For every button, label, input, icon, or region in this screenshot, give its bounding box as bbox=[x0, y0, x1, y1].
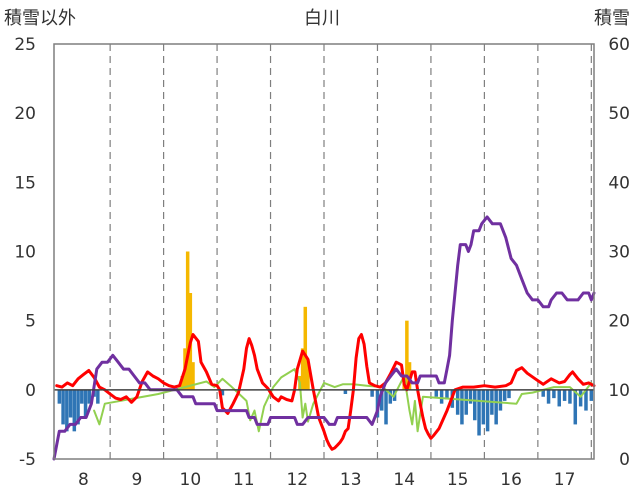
right-tick-label: 20 bbox=[608, 312, 630, 332]
bar bbox=[481, 389, 486, 425]
bar bbox=[568, 389, 572, 404]
bar bbox=[589, 389, 594, 401]
x-tick-label: 15 bbox=[447, 470, 469, 490]
x-axis: 8 9 10 11 12 13 14 15 16 17 bbox=[78, 470, 575, 490]
plot-frame bbox=[53, 43, 595, 460]
bar bbox=[379, 389, 384, 411]
left-tick-label: 0 bbox=[25, 381, 36, 401]
x-tick-label: 8 bbox=[78, 470, 89, 490]
right-tick-label: 40 bbox=[608, 173, 630, 193]
bar bbox=[185, 251, 190, 390]
bar bbox=[485, 389, 490, 432]
bar bbox=[68, 389, 73, 418]
bar bbox=[473, 389, 477, 421]
bar bbox=[557, 389, 561, 407]
bar bbox=[434, 389, 439, 397]
bar bbox=[306, 362, 310, 390]
grid-lines bbox=[109, 44, 592, 459]
right-tick-label: 30 bbox=[608, 243, 630, 263]
left-axis-title: 積雪以外 bbox=[4, 8, 76, 29]
bar bbox=[65, 389, 69, 432]
bar bbox=[573, 389, 578, 425]
x-tick-label: 11 bbox=[233, 470, 255, 490]
bar bbox=[303, 306, 308, 390]
bar bbox=[343, 389, 348, 394]
bar bbox=[72, 389, 77, 432]
series-line bbox=[55, 333, 596, 451]
chart-title: 白川 bbox=[304, 8, 340, 29]
bar bbox=[76, 389, 80, 425]
bar bbox=[87, 389, 92, 404]
series-line bbox=[52, 215, 596, 461]
right-axis: 0 10 20 30 40 50 60 bbox=[608, 35, 630, 470]
x-tick-label: 10 bbox=[180, 470, 202, 490]
left-tick-label: -5 bbox=[19, 450, 36, 470]
bar bbox=[455, 389, 460, 415]
bar bbox=[180, 376, 185, 390]
bar bbox=[220, 389, 225, 396]
line-series bbox=[52, 215, 596, 461]
x-tick-label: 14 bbox=[393, 470, 415, 490]
left-tick-label: 5 bbox=[25, 312, 36, 332]
x-tick-label: 13 bbox=[340, 470, 362, 490]
right-axis-title: 積雪 bbox=[594, 8, 630, 29]
bar bbox=[552, 389, 556, 399]
left-tick-label: 25 bbox=[14, 35, 36, 55]
bar bbox=[546, 389, 551, 404]
bar-series bbox=[57, 251, 594, 436]
bar bbox=[300, 348, 305, 390]
left-axis: -5 0 5 10 15 20 25 bbox=[14, 35, 36, 470]
bar bbox=[578, 389, 583, 407]
x-tick-label: 17 bbox=[554, 470, 576, 490]
bar bbox=[384, 389, 388, 425]
bar bbox=[468, 389, 473, 404]
left-tick-label: 20 bbox=[14, 104, 36, 124]
bar bbox=[460, 389, 464, 425]
bar bbox=[494, 389, 498, 425]
right-tick-label: 10 bbox=[608, 381, 630, 401]
right-tick-label: 60 bbox=[608, 35, 630, 55]
bar bbox=[507, 389, 511, 399]
left-tick-label: 15 bbox=[14, 173, 36, 193]
bar bbox=[191, 362, 195, 390]
bar bbox=[439, 389, 444, 404]
bar bbox=[83, 389, 88, 418]
bar bbox=[464, 389, 468, 415]
bar bbox=[80, 389, 84, 404]
left-tick-label: 10 bbox=[14, 243, 36, 263]
right-tick-label: 0 bbox=[619, 450, 630, 470]
bar bbox=[370, 389, 374, 397]
x-tick-label: 12 bbox=[286, 470, 308, 490]
bar bbox=[388, 389, 393, 404]
bar bbox=[502, 389, 507, 401]
bar bbox=[541, 389, 545, 397]
bar bbox=[584, 389, 588, 411]
bar bbox=[562, 389, 567, 401]
bar bbox=[445, 389, 449, 400]
bar bbox=[96, 389, 100, 404]
x-tick-label: 16 bbox=[500, 470, 522, 490]
bar bbox=[57, 389, 62, 404]
bar bbox=[477, 389, 481, 436]
right-tick-label: 50 bbox=[608, 104, 630, 124]
bar bbox=[405, 320, 409, 390]
bar bbox=[498, 389, 503, 411]
x-tick-label: 9 bbox=[131, 470, 142, 490]
bar bbox=[61, 389, 65, 425]
series-line bbox=[93, 368, 593, 433]
